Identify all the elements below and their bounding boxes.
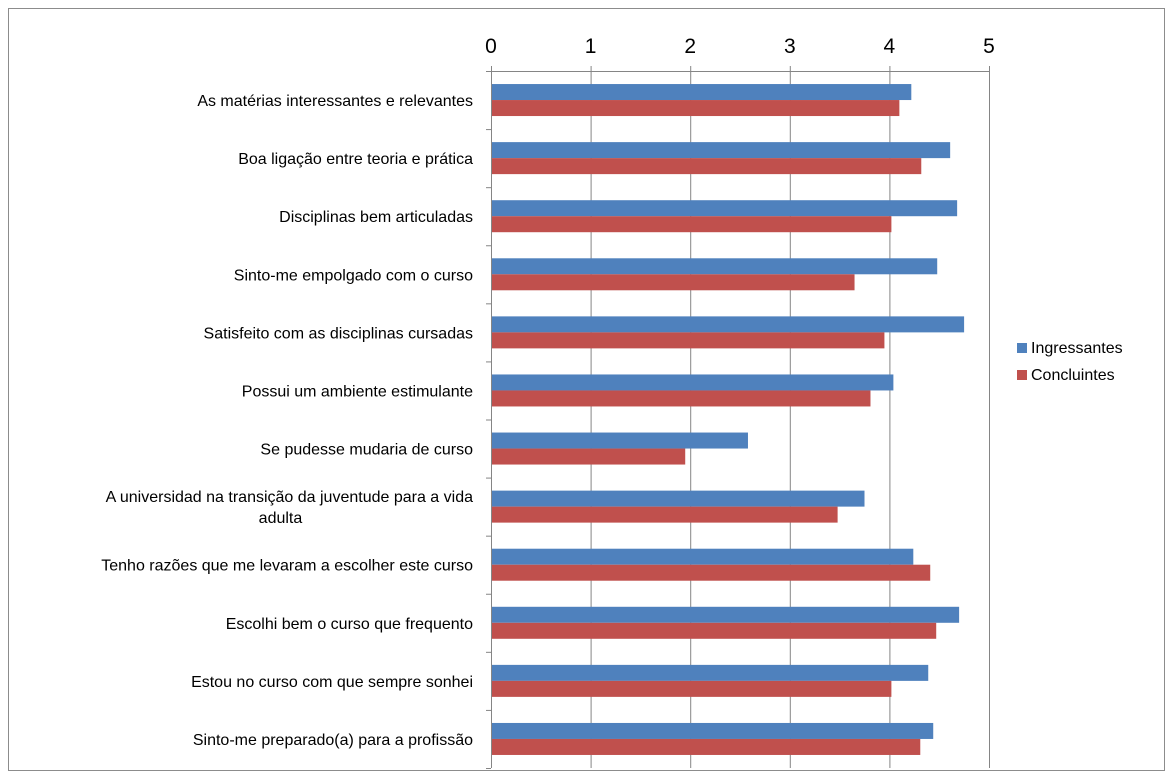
bar-concluintes: [492, 216, 892, 233]
category-label: Tenho razões que me levaram a escolher e…: [101, 558, 473, 575]
category-label: Sinto-me empolgado com o curso: [234, 267, 473, 284]
legend-label-concluintes: Concluintes: [1031, 367, 1115, 384]
category-label: Disciplinas bem articuladas: [279, 209, 473, 226]
bar-concluintes: [492, 100, 900, 117]
x-tick-label: 1: [585, 35, 597, 58]
bar-ingressantes: [492, 664, 929, 681]
bar-ingressantes: [492, 490, 865, 507]
bar-ingressantes: [492, 84, 912, 101]
category-label: Possui um ambiente estimulante: [242, 383, 473, 400]
bar-ingressantes: [492, 142, 951, 159]
bar-concluintes: [492, 506, 838, 523]
category-label: Boa ligação entre teoria e prática: [238, 151, 473, 168]
bar-concluintes: [492, 332, 885, 349]
bar-ingressantes: [492, 200, 958, 217]
category-label: As matérias interessantes e relevantes: [197, 93, 473, 110]
bar-concluintes: [492, 738, 921, 755]
chart-svg: 0 1 2 3 4 5 As matérias interessantes e releva…: [101, 35, 1123, 769]
bar-ingressantes: [492, 258, 938, 275]
bar-concluintes: [492, 622, 937, 639]
bar-ingressantes: [492, 722, 934, 739]
x-tick-label: 3: [784, 35, 796, 58]
bar-concluintes: [492, 274, 855, 291]
legend-label-ingressantes: Ingressantes: [1031, 340, 1123, 357]
category-label: A universidad na transição da juventude …: [106, 489, 473, 527]
bar-concluintes: [492, 390, 871, 407]
x-tick-label: 4: [884, 35, 896, 58]
category-label: Sinto-me preparado(a) para a profissão: [193, 732, 473, 749]
bar-concluintes: [492, 448, 686, 465]
category-label: Escolhi bem o curso que frequento: [226, 616, 473, 633]
category-label: Estou no curso com que sempre sonhei: [191, 674, 473, 691]
legend-swatch-ingressantes: [1017, 343, 1027, 353]
x-tick-label: 5: [983, 35, 995, 58]
legend-swatch-concluintes: [1017, 370, 1027, 380]
bar-ingressantes: [492, 316, 965, 333]
chart-frame: 0 1 2 3 4 5 As matérias interessantes e releva…: [8, 8, 1165, 771]
bar-ingressantes: [492, 432, 748, 449]
x-tick-label: 2: [684, 35, 696, 58]
bar-ingressantes: [492, 606, 960, 623]
category-label: Se pudesse mudaria de curso: [260, 442, 473, 459]
bar-ingressantes: [492, 548, 914, 565]
bar-ingressantes: [492, 374, 894, 391]
bar-concluintes: [492, 564, 931, 581]
x-tick-label: 0: [485, 35, 497, 58]
bar-concluintes: [492, 158, 922, 175]
bar-concluintes: [492, 680, 892, 697]
category-label: Satisfeito com as disciplinas cursadas: [204, 325, 473, 342]
